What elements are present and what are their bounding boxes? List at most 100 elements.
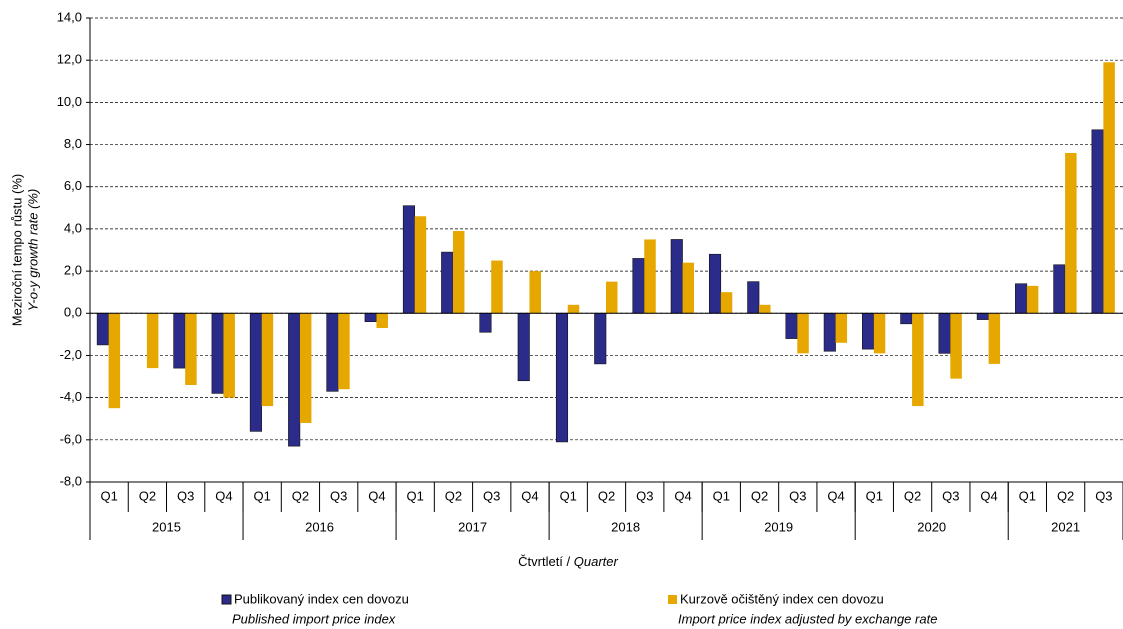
bar: [900, 312, 913, 325]
bar: [823, 312, 836, 352]
bar: [873, 313, 886, 354]
x-tick-label: Q1: [1019, 488, 1036, 503]
bar: [950, 313, 962, 379]
legend-label-en: Published import price index: [232, 611, 396, 626]
x-tick-label: Q2: [598, 488, 615, 503]
x-tick-label: Q4: [674, 488, 691, 503]
x-tick-label: Q2: [139, 488, 156, 503]
x-tick-label: Q2: [1057, 488, 1074, 503]
bar: [326, 312, 339, 392]
year-label: 2018: [611, 519, 640, 534]
y-tick-label: -2,0: [60, 347, 82, 362]
bar: [261, 313, 274, 407]
year-label: 2019: [764, 519, 793, 534]
y-tick-label: -6,0: [60, 431, 82, 446]
bar: [402, 205, 416, 314]
bar: [797, 313, 809, 354]
bar: [146, 313, 159, 369]
year-label: 2020: [917, 519, 946, 534]
y-tick-label: 12,0: [57, 52, 82, 67]
bar: [529, 271, 541, 314]
bar: [1091, 129, 1104, 314]
x-tick-label: Q4: [827, 488, 844, 503]
bar: [223, 313, 235, 398]
bar: [108, 313, 121, 409]
year-label: 2016: [305, 519, 334, 534]
bar: [835, 313, 848, 343]
x-tick-label: Q2: [445, 488, 462, 503]
x-tick-label: Q4: [368, 488, 385, 503]
x-axis-title-cz: Čtvrtletí /: [518, 554, 570, 569]
bar: [249, 312, 262, 432]
bar: [555, 312, 569, 443]
x-tick-label: Q2: [751, 488, 768, 503]
y-tick-label: 14,0: [57, 9, 82, 24]
bar: [759, 304, 771, 314]
bar: [912, 313, 924, 407]
y-tick-label: 2,0: [64, 263, 82, 278]
x-tick-label: Q2: [904, 488, 921, 503]
bar: [682, 262, 695, 314]
x-tick-label: Q4: [215, 488, 232, 503]
bar: [670, 239, 683, 314]
legend-label-en: Import price index adjusted by exchange …: [678, 611, 937, 626]
y-axis-title: Meziroční tempo růstu (%): [9, 174, 24, 326]
x-tick-label: Q3: [177, 488, 194, 503]
bar: [211, 312, 224, 394]
bar: [1065, 152, 1077, 314]
x-tick-label: Q1: [253, 488, 270, 503]
bar: [517, 312, 530, 382]
x-axis-title: Čtvrtletí / Quarter: [518, 554, 618, 569]
bar: [1053, 264, 1066, 314]
bar: [567, 304, 580, 314]
legend-swatch: [668, 595, 677, 604]
legend-swatch: [221, 594, 232, 605]
bar: [988, 313, 1001, 364]
x-tick-label: Q3: [483, 488, 500, 503]
year-label: 2017: [458, 519, 487, 534]
bar: [976, 312, 989, 320]
y-tick-label: -8,0: [60, 473, 82, 488]
legend-label: Publikovaný index cen dovozu: [234, 591, 409, 606]
legend-label: Kurzově očištěný index cen dovozu: [680, 591, 884, 606]
bar: [185, 313, 197, 385]
y-tick-label: 0,0: [64, 305, 82, 320]
bar: [594, 312, 607, 365]
bar: [720, 292, 733, 314]
bar: [1015, 283, 1028, 314]
x-tick-label: Q1: [100, 488, 117, 503]
x-tick-label: Q1: [407, 488, 424, 503]
x-tick-label: Q3: [942, 488, 959, 503]
x-tick-label: Q3: [789, 488, 806, 503]
x-tick-label: Q1: [866, 488, 883, 503]
bar: [1103, 62, 1115, 314]
bar: [747, 281, 760, 314]
bar: [441, 251, 454, 314]
bar: [1026, 285, 1039, 314]
x-tick-label: Q1: [560, 488, 577, 503]
bar: [452, 231, 465, 314]
x-tick-label: Q3: [330, 488, 347, 503]
x-axis-title-en: Quarter: [574, 554, 619, 569]
bar: [606, 281, 618, 314]
bar: [938, 312, 951, 354]
y-axis-title-en: Y-o-y growth rate (%): [25, 189, 40, 312]
bar: [173, 312, 186, 369]
x-tick-label: Q3: [1095, 488, 1112, 503]
bar: [708, 253, 722, 314]
x-tick-label: Q4: [980, 488, 997, 503]
y-tick-label: 10,0: [57, 94, 82, 109]
y-tick-label: 6,0: [64, 178, 82, 193]
bar: [288, 312, 301, 447]
bar: [632, 258, 645, 314]
bar: [299, 313, 312, 423]
bar: [491, 260, 503, 314]
x-tick-label: Q4: [521, 488, 538, 503]
bar: [376, 313, 388, 329]
x-tick-label: Q3: [636, 488, 653, 503]
bar: [785, 312, 798, 339]
x-tick-label: Q2: [292, 488, 309, 503]
bar: [96, 312, 109, 346]
bar: [644, 239, 656, 314]
